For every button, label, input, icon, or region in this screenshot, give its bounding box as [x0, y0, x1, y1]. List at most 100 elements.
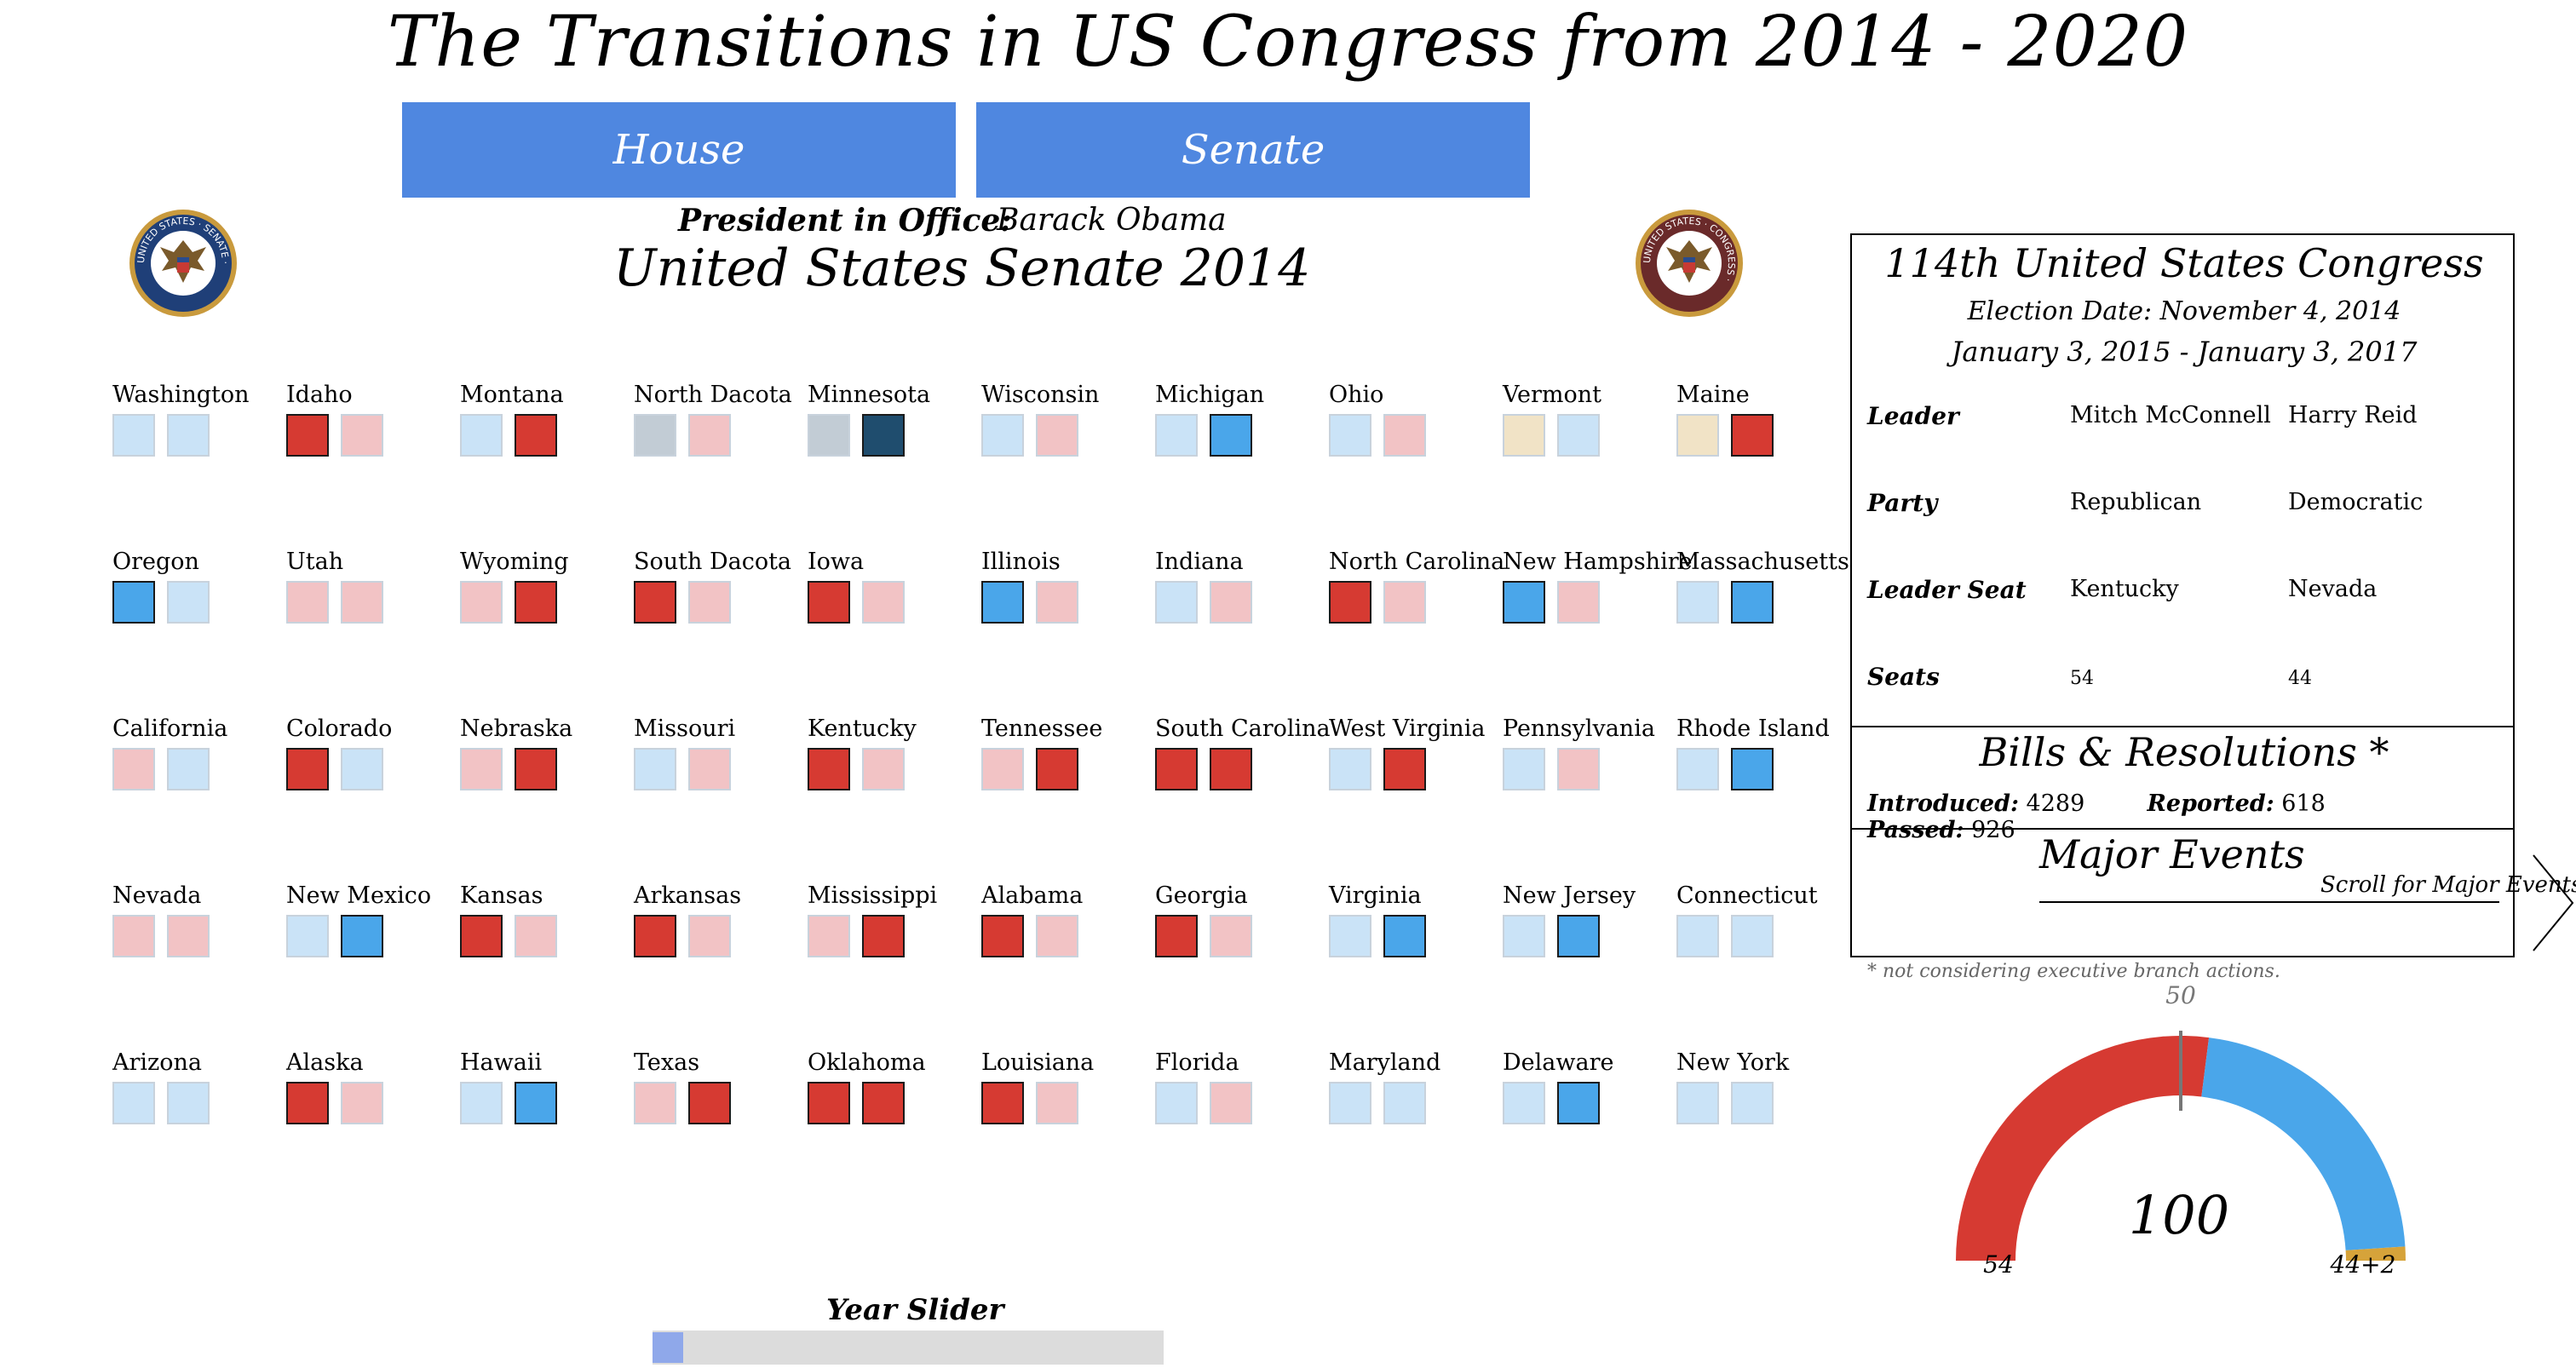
- senate-seat[interactable]: [286, 915, 329, 957]
- senate-seat[interactable]: [862, 581, 905, 624]
- senate-seat[interactable]: [981, 581, 1024, 624]
- senate-seat[interactable]: [112, 1082, 155, 1124]
- senate-seat[interactable]: [112, 414, 155, 457]
- senate-seat[interactable]: [1731, 1082, 1774, 1124]
- senate-seat[interactable]: [112, 748, 155, 790]
- senate-seat[interactable]: [286, 748, 329, 790]
- senate-seat[interactable]: [1676, 748, 1719, 790]
- senate-seat[interactable]: [460, 581, 503, 624]
- senate-seat[interactable]: [808, 581, 850, 624]
- senate-seat[interactable]: [1383, 1082, 1426, 1124]
- senate-seat[interactable]: [634, 748, 676, 790]
- senate-seat[interactable]: [515, 414, 557, 457]
- senate-seat[interactable]: [862, 414, 905, 457]
- senate-seat[interactable]: [167, 748, 210, 790]
- senate-seat[interactable]: [341, 414, 383, 457]
- senate-seat[interactable]: [167, 915, 210, 957]
- senate-seat[interactable]: [808, 748, 850, 790]
- senate-seat[interactable]: [981, 748, 1024, 790]
- senate-seat[interactable]: [1210, 1082, 1252, 1124]
- senate-seat[interactable]: [1210, 748, 1252, 790]
- senate-seat[interactable]: [286, 581, 329, 624]
- senate-seat[interactable]: [634, 414, 676, 457]
- senate-seat[interactable]: [1731, 748, 1774, 790]
- senate-seat[interactable]: [1329, 414, 1371, 457]
- senate-seat[interactable]: [1155, 748, 1198, 790]
- senate-seat[interactable]: [634, 581, 676, 624]
- senate-seat[interactable]: [1557, 915, 1600, 957]
- senate-seat[interactable]: [1731, 915, 1774, 957]
- year-slider-track[interactable]: [653, 1331, 1164, 1365]
- senate-seat[interactable]: [1383, 915, 1426, 957]
- senate-seat[interactable]: [1155, 414, 1198, 457]
- senate-seat[interactable]: [1155, 581, 1198, 624]
- senate-seat[interactable]: [1329, 748, 1371, 790]
- senate-seat[interactable]: [1036, 1082, 1078, 1124]
- senate-seat[interactable]: [808, 915, 850, 957]
- senate-seat[interactable]: [112, 915, 155, 957]
- senate-seat[interactable]: [515, 915, 557, 957]
- senate-seat[interactable]: [341, 581, 383, 624]
- senate-seat[interactable]: [460, 414, 503, 457]
- senate-seat[interactable]: [981, 414, 1024, 457]
- senate-seat[interactable]: [1036, 748, 1078, 790]
- senate-seat[interactable]: [1557, 581, 1600, 624]
- senate-seat[interactable]: [1329, 1082, 1371, 1124]
- senate-seat[interactable]: [688, 915, 731, 957]
- senate-seat[interactable]: [634, 915, 676, 957]
- scroll-arrow-icon[interactable]: [2530, 852, 2576, 954]
- senate-seat[interactable]: [167, 581, 210, 624]
- senate-tab-button[interactable]: Senate: [976, 102, 1530, 198]
- senate-seat[interactable]: [1329, 915, 1371, 957]
- senate-seat[interactable]: [1210, 581, 1252, 624]
- senate-seat[interactable]: [1503, 581, 1545, 624]
- senate-seat[interactable]: [460, 748, 503, 790]
- house-tab-button[interactable]: House: [402, 102, 956, 198]
- senate-seat[interactable]: [862, 915, 905, 957]
- senate-seat[interactable]: [1731, 581, 1774, 624]
- senate-seat[interactable]: [1036, 581, 1078, 624]
- senate-seat[interactable]: [1676, 414, 1719, 457]
- senate-seat[interactable]: [286, 1082, 329, 1124]
- senate-seat[interactable]: [1676, 1082, 1719, 1124]
- senate-seat[interactable]: [341, 915, 383, 957]
- senate-seat[interactable]: [1383, 748, 1426, 790]
- senate-seat[interactable]: [808, 1082, 850, 1124]
- senate-seat[interactable]: [167, 1082, 210, 1124]
- senate-seat[interactable]: [1676, 915, 1719, 957]
- senate-seat[interactable]: [1329, 581, 1371, 624]
- senate-seat[interactable]: [688, 1082, 731, 1124]
- senate-seat[interactable]: [515, 1082, 557, 1124]
- senate-seat[interactable]: [634, 1082, 676, 1124]
- senate-seat[interactable]: [981, 915, 1024, 957]
- senate-seat[interactable]: [981, 1082, 1024, 1124]
- senate-seat[interactable]: [862, 1082, 905, 1124]
- senate-seat[interactable]: [1155, 915, 1198, 957]
- senate-seat[interactable]: [1210, 915, 1252, 957]
- senate-seat[interactable]: [1557, 748, 1600, 790]
- senate-seat[interactable]: [1557, 1082, 1600, 1124]
- senate-seat[interactable]: [688, 414, 731, 457]
- senate-seat[interactable]: [1503, 1082, 1545, 1124]
- senate-seat[interactable]: [1503, 748, 1545, 790]
- senate-seat[interactable]: [1676, 581, 1719, 624]
- senate-seat[interactable]: [1557, 414, 1600, 457]
- senate-seat[interactable]: [341, 1082, 383, 1124]
- senate-seat[interactable]: [1210, 414, 1252, 457]
- senate-seat[interactable]: [515, 748, 557, 790]
- senate-seat[interactable]: [1155, 1082, 1198, 1124]
- senate-seat[interactable]: [688, 748, 731, 790]
- senate-seat[interactable]: [1036, 915, 1078, 957]
- senate-seat[interactable]: [1383, 581, 1426, 624]
- senate-seat[interactable]: [112, 581, 155, 624]
- senate-seat[interactable]: [341, 748, 383, 790]
- senate-seat[interactable]: [1383, 414, 1426, 457]
- senate-seat[interactable]: [1731, 414, 1774, 457]
- year-slider-thumb[interactable]: [653, 1332, 683, 1363]
- senate-seat[interactable]: [1503, 414, 1545, 457]
- senate-seat[interactable]: [1036, 414, 1078, 457]
- senate-seat[interactable]: [460, 915, 503, 957]
- senate-seat[interactable]: [515, 581, 557, 624]
- scroll-major-events-link[interactable]: Scroll for Major Events: [2320, 872, 2576, 898]
- senate-seat[interactable]: [286, 414, 329, 457]
